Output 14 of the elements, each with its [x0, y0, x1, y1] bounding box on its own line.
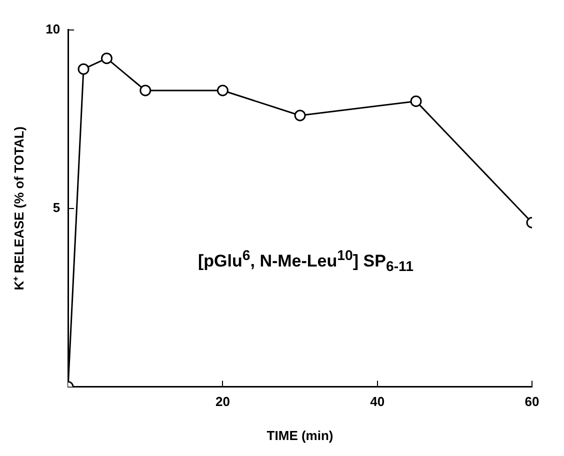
point — [216, 84, 228, 96]
x-tick-label: 40 — [370, 394, 385, 410]
x-axis-title: TIME (min) — [266, 428, 334, 443]
annotation: [pGlu$^{6}$, N-Me-Leu$^{10}$] SP$_{6-11}$ — [198, 248, 414, 276]
x-tick-label: 60 — [524, 394, 540, 410]
point — [294, 110, 306, 122]
point — [410, 95, 422, 107]
y-tick-label: 5 — [52, 200, 60, 215]
x-tick-label: 20 — [215, 394, 230, 410]
point — [100, 52, 112, 64]
y-tick-label: 10 — [46, 21, 60, 36]
y-axis-title: K⁺ RELEASE (% of TOTAL) — [11, 126, 26, 290]
point — [78, 63, 90, 75]
point — [140, 84, 152, 96]
